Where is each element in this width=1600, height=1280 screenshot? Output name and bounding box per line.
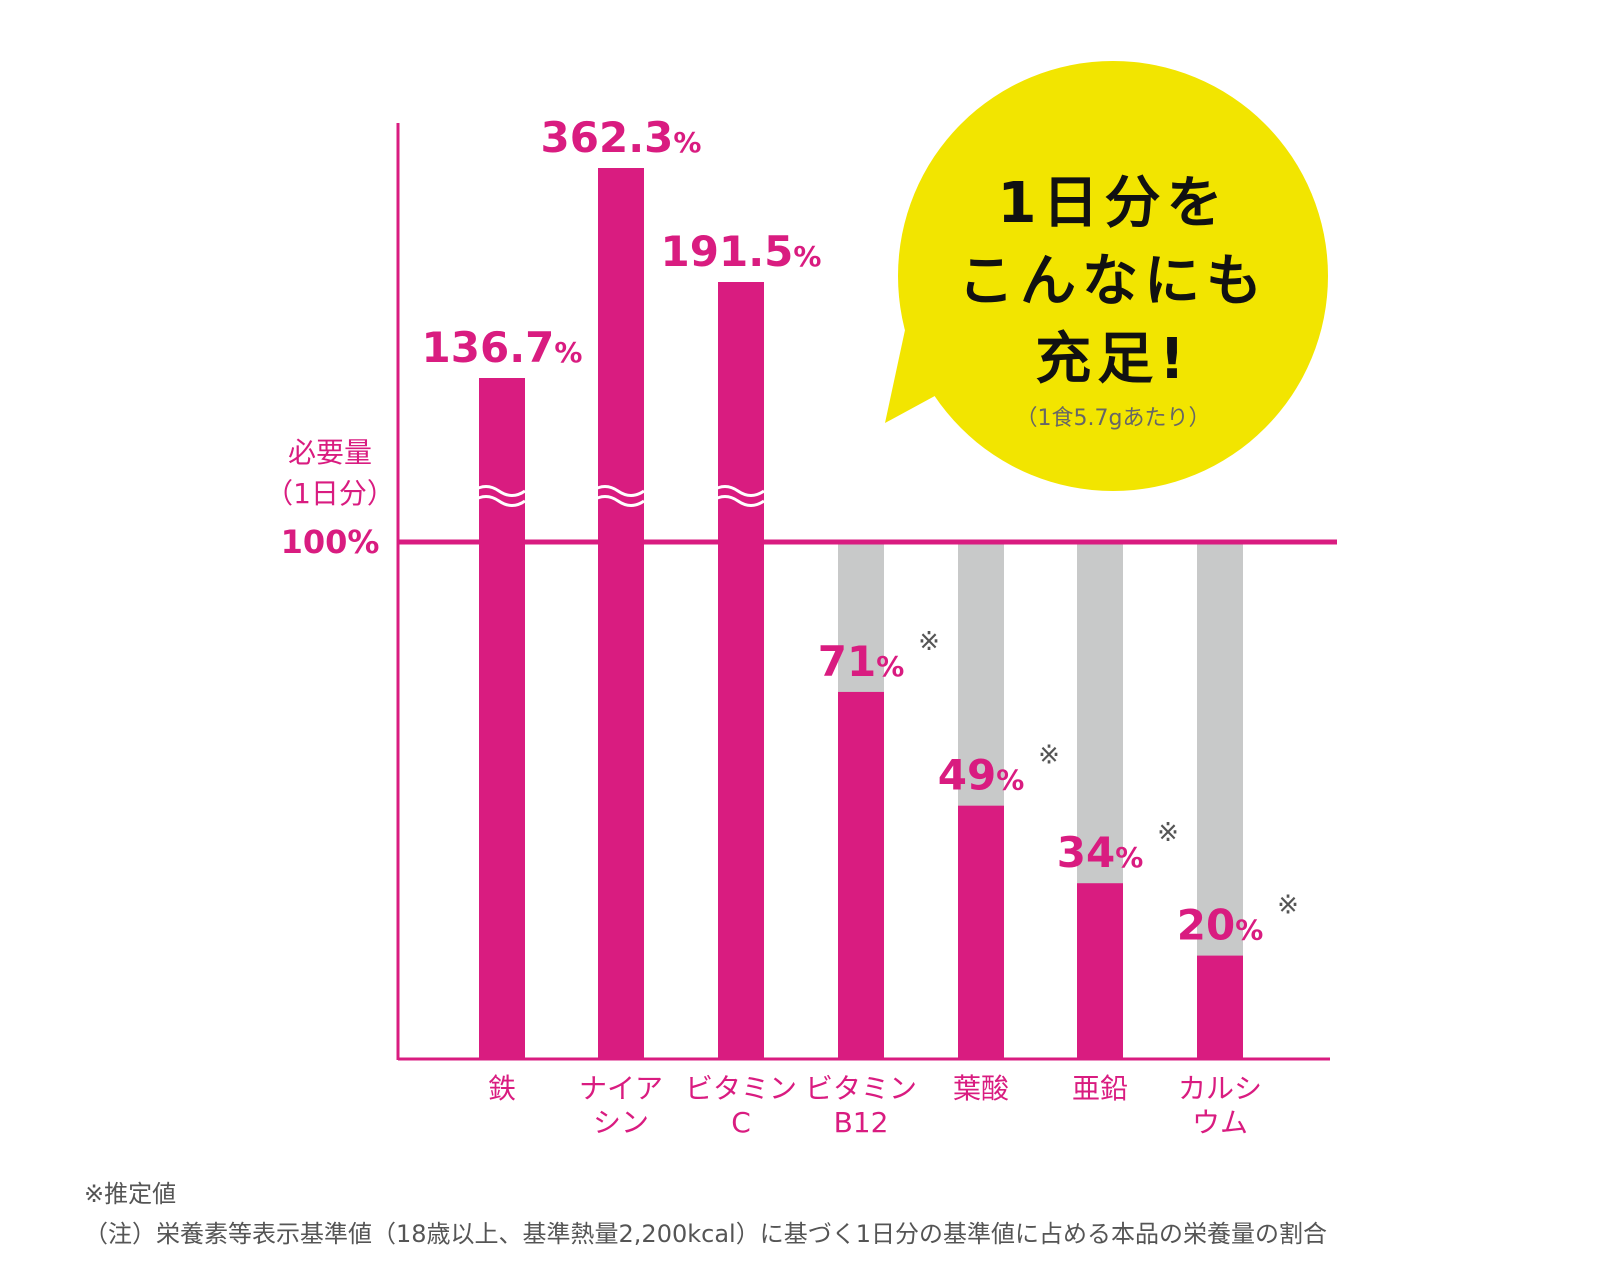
data-label: 136.7%: [422, 323, 583, 372]
data-label: 49%: [938, 751, 1025, 800]
bubble-line-1: 1日分を: [998, 171, 1229, 236]
bubble-line-3: 充足!: [1035, 327, 1191, 392]
x-tick-label: シン: [593, 1106, 649, 1139]
estimated-marker: ※: [1038, 741, 1060, 771]
reference-value-label: 100%: [281, 523, 380, 561]
x-tick-label: C: [731, 1106, 751, 1139]
estimated-marker: ※: [918, 627, 940, 657]
bar: [838, 691, 884, 1059]
bar: [479, 378, 525, 1059]
x-tick-label: ウム: [1192, 1106, 1248, 1139]
bar: [598, 168, 644, 1059]
data-label: 191.5%: [661, 227, 822, 276]
bars-layer: [479, 168, 1243, 1059]
bubble-circle: [898, 61, 1328, 491]
x-tick-label: ナイア: [579, 1072, 663, 1105]
estimated-marker: ※: [1277, 891, 1299, 921]
axis-break-mark: [472, 495, 526, 507]
axis-break-mark: [472, 485, 526, 497]
footnote-estimated: ※推定値: [84, 1180, 177, 1208]
data-label: 362.3%: [541, 113, 702, 162]
axis-break-mark: [711, 485, 765, 497]
bar: [1197, 955, 1243, 1059]
data-label: 71%: [818, 637, 905, 686]
x-tick-label: ビタミン: [685, 1072, 797, 1105]
x-tick-label: 亜鉛: [1072, 1072, 1128, 1105]
x-tick-label: 葉酸: [953, 1072, 1009, 1105]
axis-break-mark: [591, 495, 645, 507]
bar: [958, 805, 1004, 1059]
bubble-line-2: こんなにも: [958, 249, 1268, 314]
data-label: 34%: [1057, 828, 1144, 877]
bubble-note: （1食5.7gあたり）: [1016, 406, 1211, 431]
data-label: 20%: [1177, 901, 1264, 950]
x-tick-label: ビタミン: [805, 1072, 917, 1105]
axis-break-mark: [711, 495, 765, 507]
reference-label-line1: 必要量: [288, 436, 372, 469]
x-tick-label: カルシ: [1178, 1072, 1262, 1105]
bubble-tail: [885, 330, 955, 423]
x-tick-label: 鉄: [488, 1072, 516, 1105]
reference-label-line2: （1日分）: [265, 477, 395, 510]
labels-layer: 136.7%鉄362.3%ナイアシン191.5%ビタミンC71%※ビタミンB12…: [422, 113, 1299, 1139]
speech-bubble: 1日分を こんなにも 充足! （1食5.7gあたり）: [885, 61, 1328, 491]
axis-break-mark: [591, 485, 645, 497]
footnote-basis: （注）栄養素等表示基準値（18歳以上、基準熱量2,200kcal）に基づく1日分…: [84, 1220, 1327, 1248]
estimated-marker: ※: [1157, 818, 1179, 848]
bar: [1077, 883, 1123, 1059]
bar: [718, 282, 764, 1059]
x-tick-label: B12: [834, 1106, 889, 1139]
